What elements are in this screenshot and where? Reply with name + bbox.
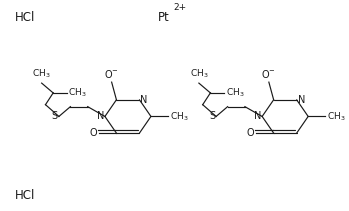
Text: O$^{-}$: O$^{-}$ [261,68,276,80]
Text: N: N [254,111,261,122]
Text: CH$_3$: CH$_3$ [190,68,208,80]
Text: CH$_3$: CH$_3$ [226,87,244,99]
Text: CH$_3$: CH$_3$ [68,87,87,99]
Text: CH$_3$: CH$_3$ [32,68,51,80]
Text: Pt: Pt [158,11,169,24]
Text: O: O [90,128,97,138]
Text: S: S [209,111,215,122]
Text: HCl: HCl [15,189,35,202]
Text: O: O [247,128,254,138]
Text: CH$_3$: CH$_3$ [327,110,346,123]
Text: N: N [140,95,148,105]
Text: S: S [52,111,58,122]
Text: N: N [97,111,104,122]
Text: N: N [298,95,305,105]
Text: CH$_3$: CH$_3$ [170,110,189,123]
Text: 2+: 2+ [173,4,186,12]
Text: HCl: HCl [15,11,35,24]
Text: O$^{-}$: O$^{-}$ [104,68,119,80]
